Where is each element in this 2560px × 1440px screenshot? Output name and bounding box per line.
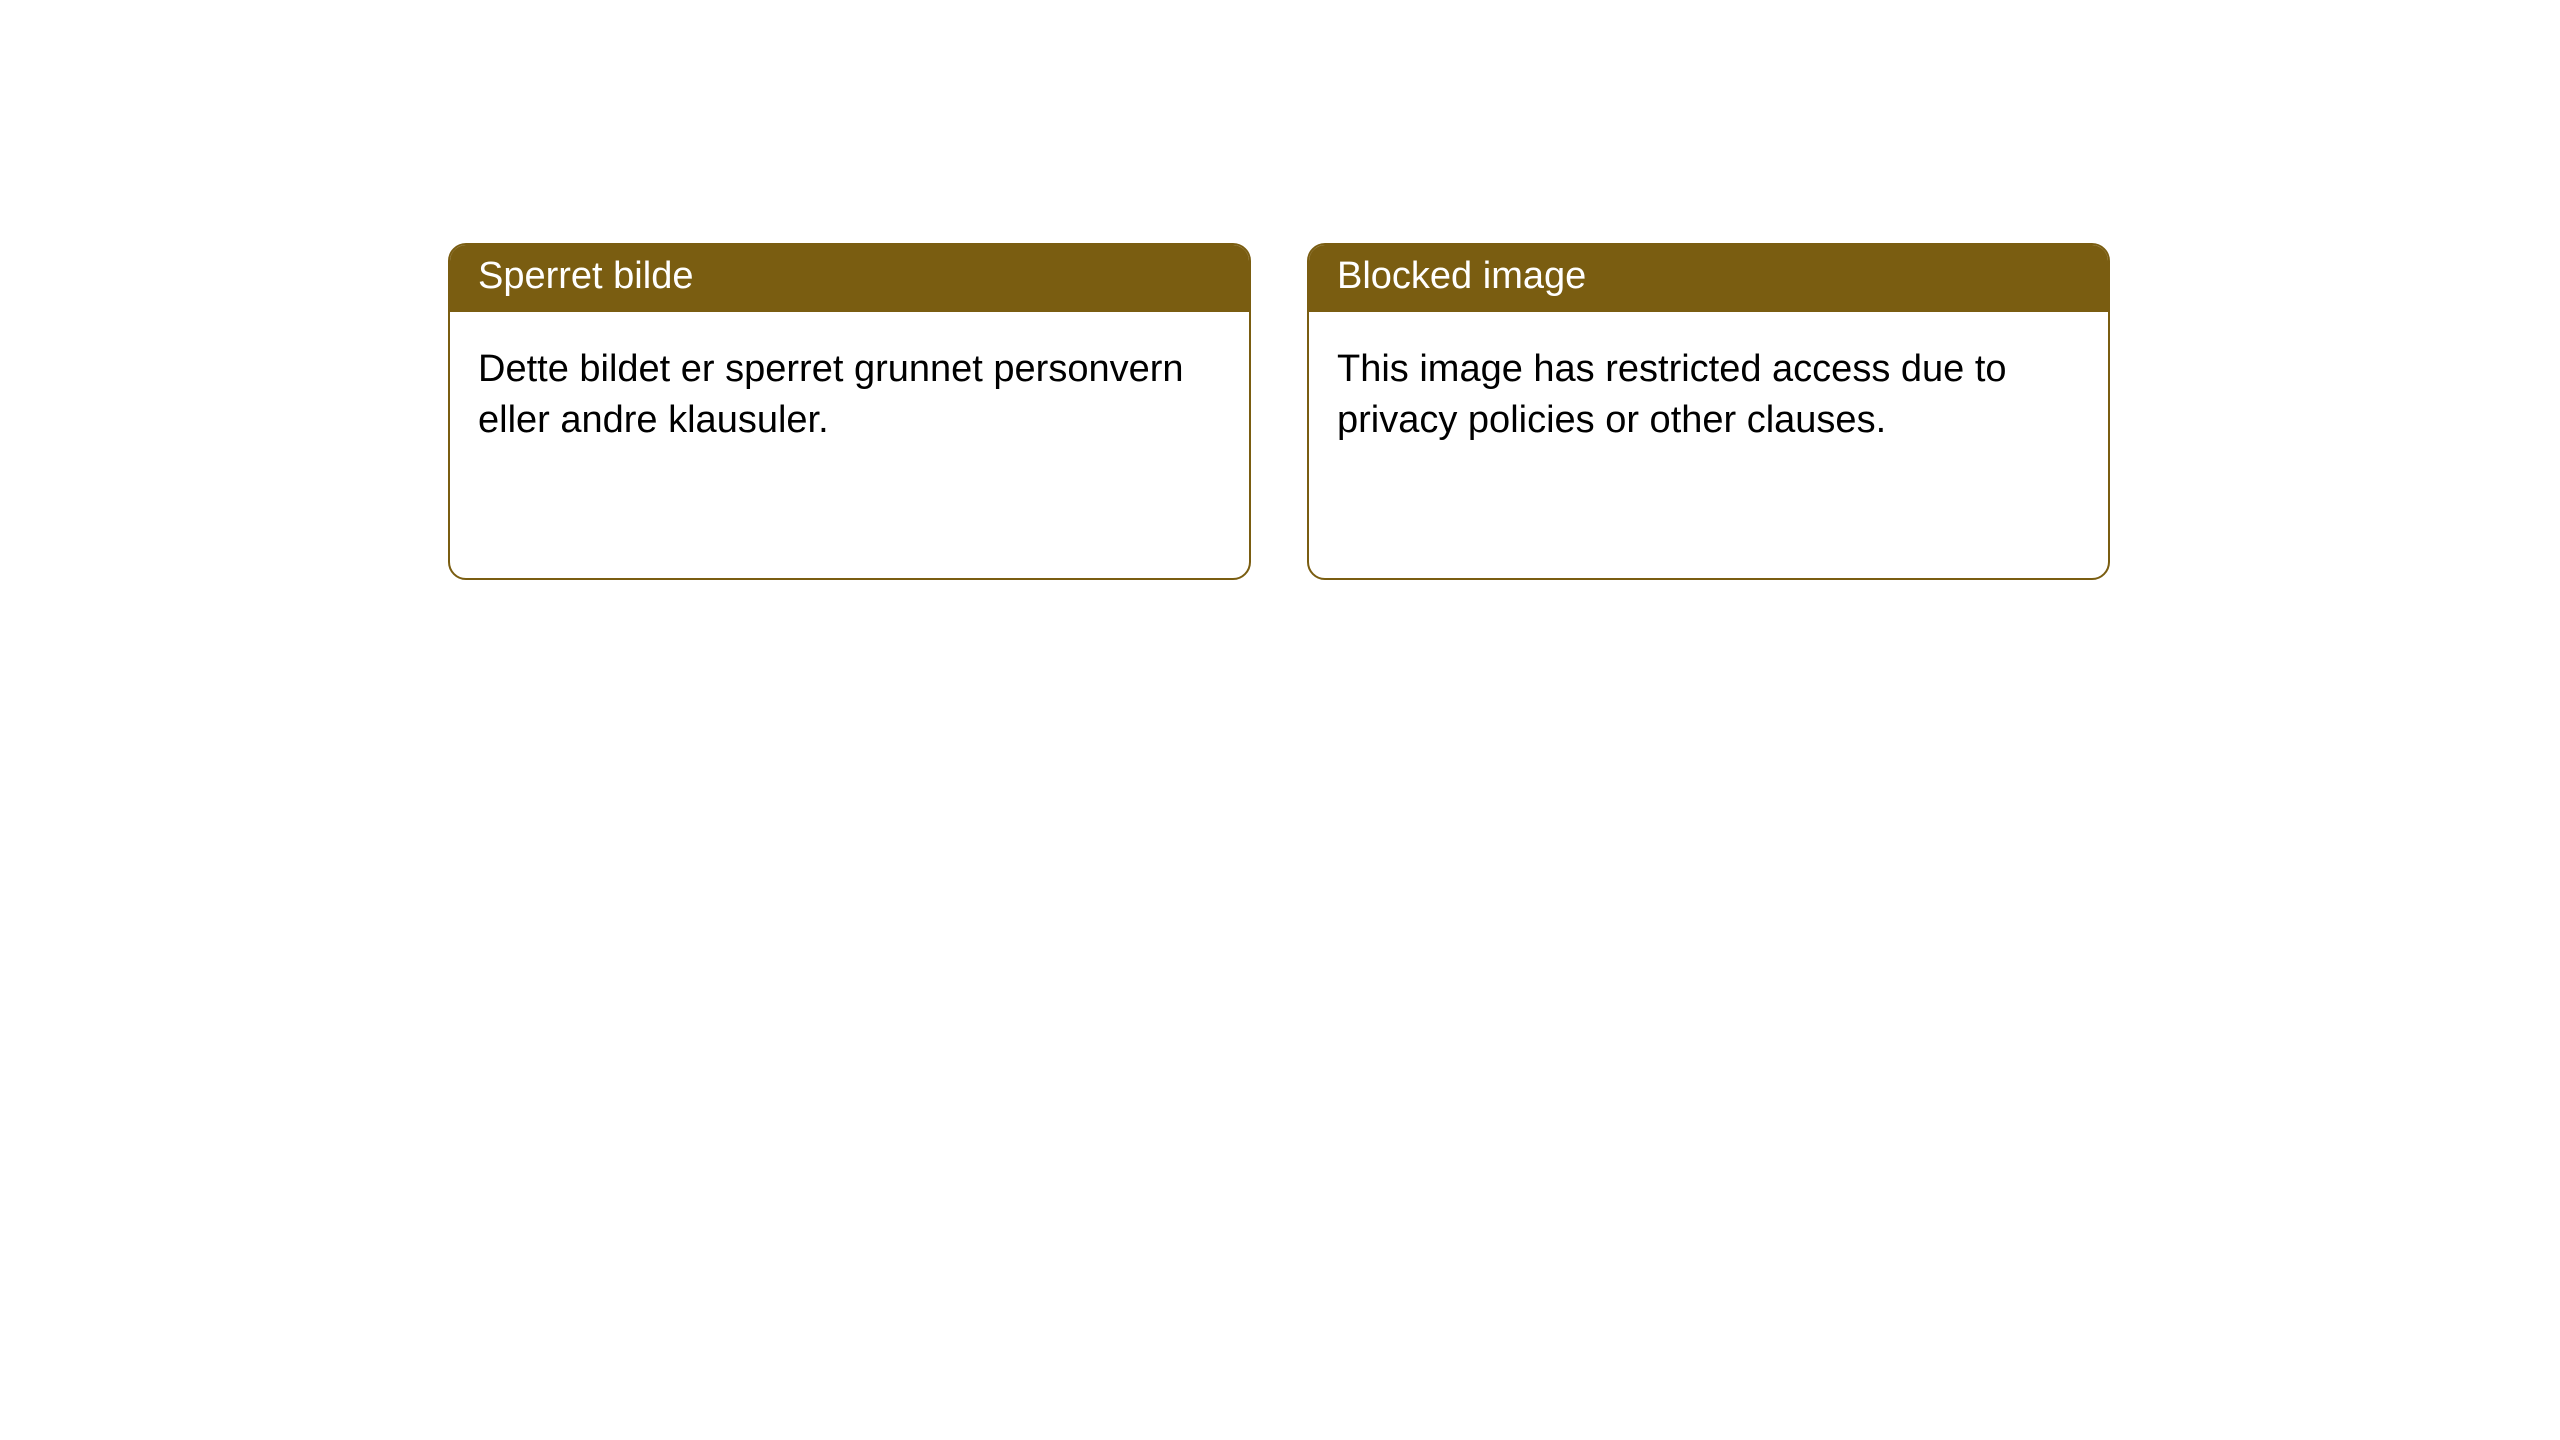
card-body: This image has restricted access due to … [1309,312,2108,479]
notice-card-english: Blocked image This image has restricted … [1307,243,2110,580]
notice-cards-container: Sperret bilde Dette bildet er sperret gr… [448,243,2110,580]
card-header: Blocked image [1309,245,2108,312]
notice-card-norwegian: Sperret bilde Dette bildet er sperret gr… [448,243,1251,580]
card-header: Sperret bilde [450,245,1249,312]
card-body: Dette bildet er sperret grunnet personve… [450,312,1249,479]
